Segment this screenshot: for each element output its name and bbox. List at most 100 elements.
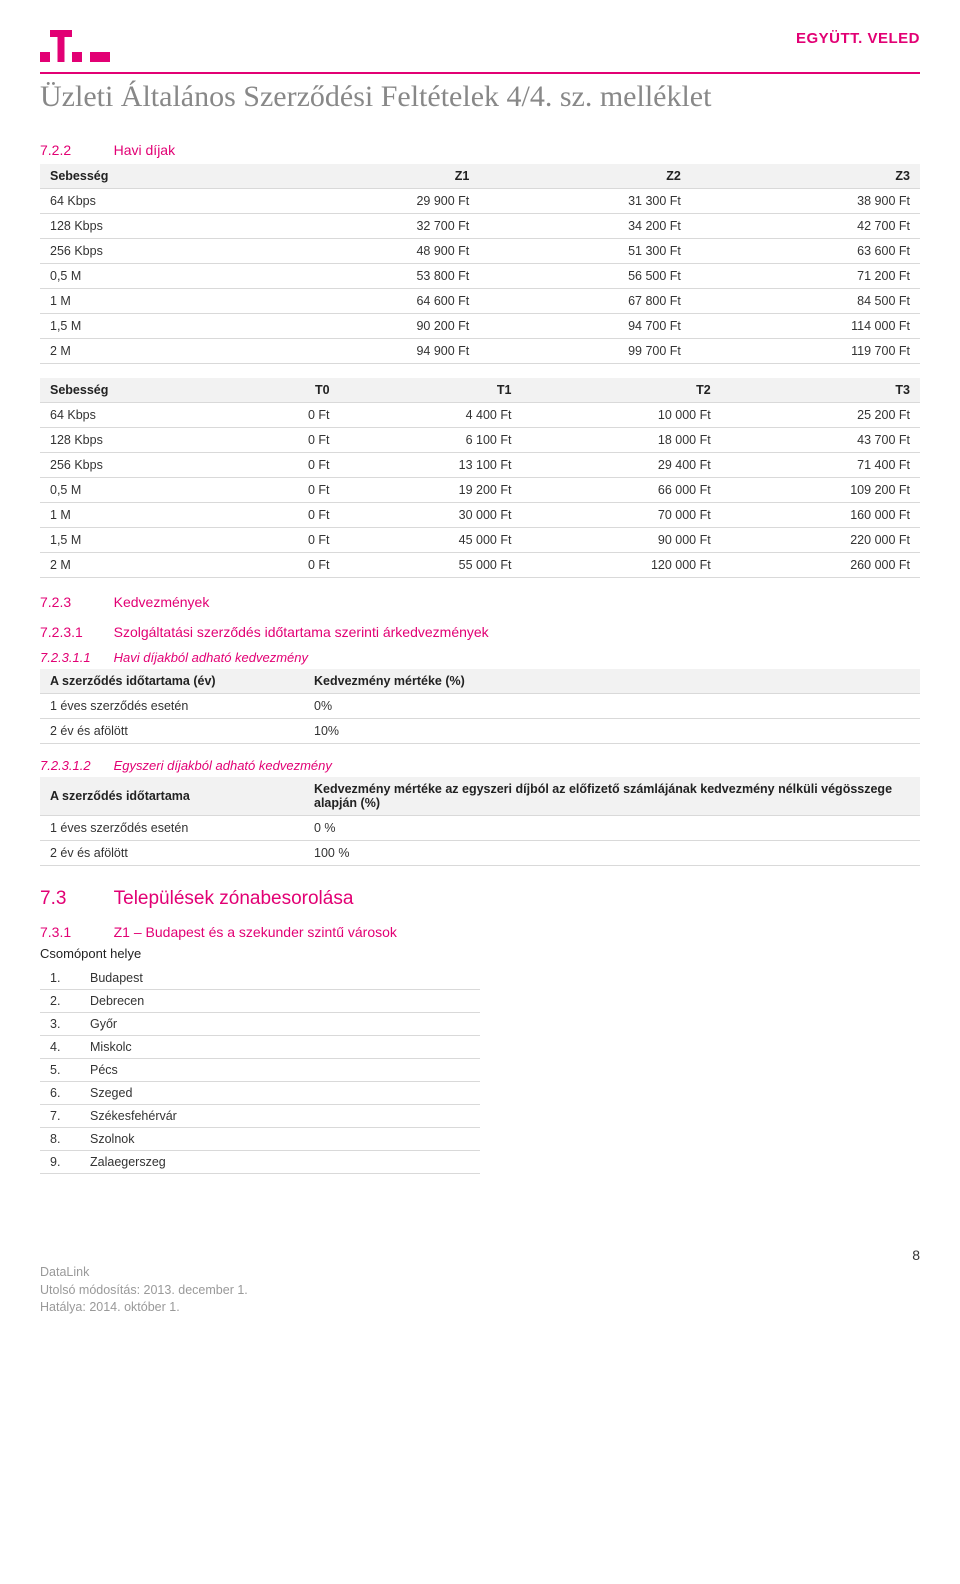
table-cell: 2 M	[40, 339, 268, 364]
table-cell: 1,5 M	[40, 528, 236, 553]
column-header: Kedvezmény mértéke (%)	[304, 669, 920, 694]
table-row: 2 év és afölött100 %	[40, 841, 920, 866]
slogan-text: EGYÜTT. VELED	[796, 30, 920, 47]
section-7-3: 7.3 Települések zónabesorolása	[40, 888, 920, 910]
table-row: 256 Kbps0 Ft13 100 Ft29 400 Ft71 400 Ft	[40, 453, 920, 478]
table-cell: 51 300 Ft	[479, 239, 691, 264]
table-cell: 71 200 Ft	[691, 264, 920, 289]
table-cell: 1 M	[40, 289, 268, 314]
section-7-3-1: 7.3.1 Z1 – Budapest és a szekunder szint…	[40, 924, 920, 940]
table-cell: 6 100 Ft	[340, 428, 522, 453]
table-cell: 256 Kbps	[40, 453, 236, 478]
table-cell: 99 700 Ft	[479, 339, 691, 364]
table-cell: 63 600 Ft	[691, 239, 920, 264]
table-cell: 114 000 Ft	[691, 314, 920, 339]
table-row: 5.Pécs	[40, 1059, 480, 1082]
table-cell: 32 700 Ft	[268, 214, 480, 239]
table-cell: 100 %	[304, 841, 920, 866]
section-num: 7.3.1	[40, 924, 110, 940]
table-cell: 64 600 Ft	[268, 289, 480, 314]
table-cell: 160 000 Ft	[721, 503, 920, 528]
table-cell: 48 900 Ft	[268, 239, 480, 264]
table-t-zones: SebességT0T1T2T3 64 Kbps0 Ft4 400 Ft10 0…	[40, 378, 920, 578]
section-num: 7.2.3.1.2	[40, 758, 110, 773]
table-row: 1,5 M90 200 Ft94 700 Ft114 000 Ft	[40, 314, 920, 339]
table-cell: 90 200 Ft	[268, 314, 480, 339]
table-cell: 1 éves szerződés esetén	[40, 816, 304, 841]
column-header: Z1	[268, 164, 480, 189]
section-label: Havi díjak	[114, 142, 175, 158]
table-z-zones: SebességZ1Z2Z3 64 Kbps29 900 Ft31 300 Ft…	[40, 164, 920, 364]
section-label: Települések zónabesorolása	[114, 888, 354, 909]
table-cell: 1.	[40, 967, 80, 990]
table-cell: 7.	[40, 1105, 80, 1128]
table-cell: 4.	[40, 1036, 80, 1059]
table-cell: 13 100 Ft	[340, 453, 522, 478]
table-cell: Szeged	[80, 1082, 480, 1105]
footer-line-2: Utolsó módosítás: 2013. december 1.	[40, 1282, 920, 1300]
table-cell: 34 200 Ft	[479, 214, 691, 239]
table-row: 64 Kbps29 900 Ft31 300 Ft38 900 Ft	[40, 189, 920, 214]
table-cell: 0 %	[304, 816, 920, 841]
telekom-logo	[40, 30, 110, 64]
table-row: 4.Miskolc	[40, 1036, 480, 1059]
table-cell: 260 000 Ft	[721, 553, 920, 578]
page-title: Üzleti Általános Szerződési Feltételek 4…	[40, 72, 920, 114]
table-onetime-discount: A szerződés időtartamaKedvezmény mértéke…	[40, 777, 920, 866]
table-cell: 5.	[40, 1059, 80, 1082]
table-row: 2 M0 Ft55 000 Ft120 000 Ft260 000 Ft	[40, 553, 920, 578]
table-cell: 128 Kbps	[40, 214, 268, 239]
table-row: 3.Győr	[40, 1013, 480, 1036]
table-cell: 4 400 Ft	[340, 403, 522, 428]
table-cell: 220 000 Ft	[721, 528, 920, 553]
table-row: 6.Szeged	[40, 1082, 480, 1105]
column-header: Z3	[691, 164, 920, 189]
page-footer: 8 DataLink Utolsó módosítás: 2013. decem…	[40, 1264, 920, 1317]
table-cell: 94 700 Ft	[479, 314, 691, 339]
table-cell: 64 Kbps	[40, 189, 268, 214]
section-label: Szolgáltatási szerződés időtartama szeri…	[114, 624, 489, 640]
table-cell: 29 400 Ft	[521, 453, 720, 478]
column-header: Z2	[479, 164, 691, 189]
table-row: 1 M64 600 Ft67 800 Ft84 500 Ft	[40, 289, 920, 314]
table-row: 1 éves szerződés esetén0 %	[40, 816, 920, 841]
table-cell: Szolnok	[80, 1128, 480, 1151]
table-cell: 31 300 Ft	[479, 189, 691, 214]
table-cell: 64 Kbps	[40, 403, 236, 428]
table-row: 1,5 M0 Ft45 000 Ft90 000 Ft220 000 Ft	[40, 528, 920, 553]
page-header: EGYÜTT. VELED	[40, 30, 920, 64]
section-num: 7.2.3.1.1	[40, 650, 110, 665]
table-row: 9.Zalaegerszeg	[40, 1151, 480, 1174]
table-row: 256 Kbps48 900 Ft51 300 Ft63 600 Ft	[40, 239, 920, 264]
table-cell: 45 000 Ft	[340, 528, 522, 553]
table-cell: 2.	[40, 990, 80, 1013]
column-header: T3	[721, 378, 920, 403]
page-number: 8	[912, 1246, 920, 1266]
section-label: Z1 – Budapest és a szekunder szintű váro…	[114, 924, 397, 940]
table-cell: 0 Ft	[236, 478, 340, 503]
table-cell: 120 000 Ft	[521, 553, 720, 578]
table-cell: 90 000 Ft	[521, 528, 720, 553]
table-cell: 56 500 Ft	[479, 264, 691, 289]
table-cell: 1 éves szerződés esetén	[40, 694, 304, 719]
section-7-2-3-1-1: 7.2.3.1.1 Havi díjakból adható kedvezmén…	[40, 650, 920, 665]
table-cell: 0%	[304, 694, 920, 719]
section-label: Havi díjakból adható kedvezmény	[114, 650, 308, 665]
table-cell: 0 Ft	[236, 428, 340, 453]
table-row: 1 éves szerződés esetén0%	[40, 694, 920, 719]
column-header: Sebesség	[40, 164, 268, 189]
table-cell: 256 Kbps	[40, 239, 268, 264]
table-row: 1.Budapest	[40, 967, 480, 990]
table-cell: 25 200 Ft	[721, 403, 920, 428]
section-7-2-3-1-2: 7.2.3.1.2 Egyszeri díjakból adható kedve…	[40, 758, 920, 773]
table-cell: 128 Kbps	[40, 428, 236, 453]
table-cell: 67 800 Ft	[479, 289, 691, 314]
column-header: T1	[340, 378, 522, 403]
table-cell: 9.	[40, 1151, 80, 1174]
table-cell: Miskolc	[80, 1036, 480, 1059]
table-cell: 8.	[40, 1128, 80, 1151]
table-cell: Budapest	[80, 967, 480, 990]
table-row: 2 M94 900 Ft99 700 Ft119 700 Ft	[40, 339, 920, 364]
table-cell: 0 Ft	[236, 403, 340, 428]
table-cell: 119 700 Ft	[691, 339, 920, 364]
